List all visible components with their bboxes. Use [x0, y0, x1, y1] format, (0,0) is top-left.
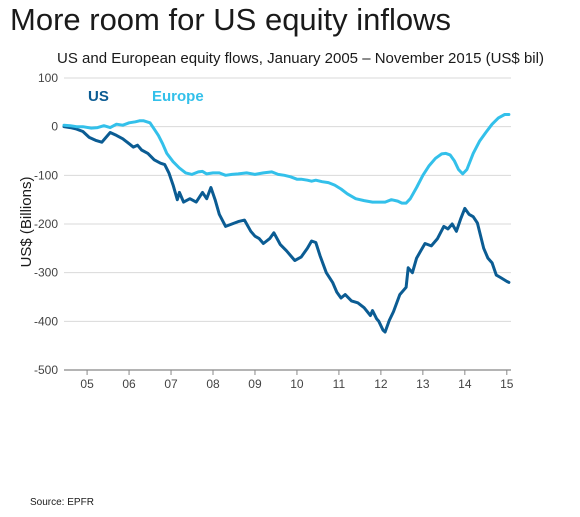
legend-label-us: US [88, 88, 109, 105]
x-tick-label: 15 [500, 377, 514, 391]
grid-layer [64, 77, 511, 371]
chart-subtitle: US and European equity flows, January 20… [57, 50, 544, 67]
x-tick-label: 14 [458, 377, 472, 391]
y-tick-label: -200 [34, 217, 58, 231]
x-tick-label: 13 [416, 377, 430, 391]
series-layer [62, 113, 511, 334]
x-tick-label: 12 [374, 377, 388, 391]
x-tick-label: 06 [122, 377, 136, 391]
legend-label-europe: Europe [152, 88, 204, 105]
y-tick-label: -500 [34, 363, 58, 377]
x-tick-label: 11 [333, 377, 346, 391]
y-axis-title: US$ (Billions) [18, 177, 35, 268]
source-note: Source: EPFR [30, 497, 94, 508]
x-tick-label: 10 [290, 377, 304, 391]
axis-layer: 100 0 -100 -200 -300 -400 -500 05 06 07 08 09 10 11 12… [34, 71, 514, 391]
y-tick-label: -100 [34, 168, 58, 182]
y-tick-label: 0 [51, 120, 58, 134]
chart-title: More room for US equity inflows [10, 2, 452, 37]
x-tick-label: 08 [206, 377, 220, 391]
y-tick-label: -400 [34, 314, 58, 328]
y-tick-label: 100 [38, 71, 58, 85]
x-tick-label: 05 [80, 377, 94, 391]
x-tick-label: 09 [248, 377, 262, 391]
legend: US Europe [88, 88, 204, 105]
series-line-europe [62, 113, 511, 205]
x-tick-label: 07 [164, 377, 178, 391]
y-tick-label: -300 [34, 266, 58, 280]
series-line-us [62, 125, 511, 334]
